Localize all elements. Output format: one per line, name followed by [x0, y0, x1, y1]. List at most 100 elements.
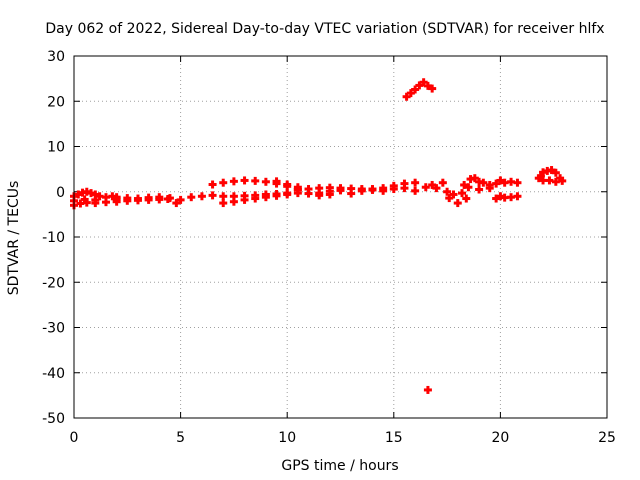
data-point	[176, 195, 185, 204]
data-point	[261, 177, 270, 186]
data-point	[453, 199, 462, 208]
data-point	[251, 176, 260, 185]
grid-lines	[74, 56, 607, 418]
x-tick-label: 25	[598, 430, 616, 446]
data-point	[423, 81, 432, 90]
data-point	[272, 177, 281, 186]
data-point	[438, 178, 447, 187]
data-point	[462, 194, 471, 203]
plot-frame	[73, 55, 608, 419]
data-point	[197, 192, 206, 201]
data-point	[74, 190, 83, 199]
data-point	[485, 184, 494, 193]
data-point	[421, 183, 430, 192]
data-point	[240, 176, 249, 185]
data-point	[112, 194, 121, 203]
data-point	[513, 192, 522, 201]
data-point	[101, 198, 110, 207]
data-point	[357, 186, 366, 195]
data-point	[155, 193, 164, 202]
x-tick-label: 5	[176, 430, 185, 446]
data-point	[229, 197, 238, 206]
data-point	[304, 189, 313, 198]
data-point	[419, 78, 428, 87]
data-point	[315, 191, 324, 200]
y-tick-label: -50	[42, 411, 65, 427]
data-point	[187, 193, 196, 202]
y-tick-label: -30	[42, 321, 65, 337]
y-tick-label: -40	[42, 366, 65, 382]
data-point	[379, 186, 388, 195]
data-point	[208, 191, 217, 200]
x-tick-label: 10	[278, 430, 296, 446]
data-point	[208, 180, 217, 189]
data-point	[496, 176, 505, 185]
chart-title: Day 062 of 2022, Sidereal Day-to-day VTE…	[45, 21, 604, 37]
data-point	[411, 186, 420, 195]
axis-ticks: 0 5 10 15 20 25 -50 -40 -30 -20 -10 0 10 20 30	[42, 49, 616, 446]
data-point	[492, 194, 501, 203]
data-point	[283, 180, 292, 189]
data-point	[347, 189, 356, 198]
data-point	[325, 190, 334, 199]
y-tick-label: 0	[56, 185, 65, 201]
data-points	[70, 78, 567, 394]
data-point	[492, 179, 501, 188]
y-tick-label: 30	[47, 49, 65, 65]
data-point	[219, 178, 228, 187]
data-point	[219, 192, 228, 201]
data-point	[261, 193, 270, 202]
data-point	[91, 195, 100, 204]
data-point	[229, 177, 238, 186]
data-point	[423, 385, 432, 394]
data-point	[293, 183, 302, 192]
data-point	[336, 186, 345, 195]
data-point	[283, 190, 292, 199]
data-point	[470, 174, 479, 183]
y-tick-label: 10	[47, 140, 65, 156]
data-point	[219, 199, 228, 208]
data-point	[475, 185, 484, 194]
data-point	[428, 84, 437, 93]
data-point	[534, 174, 543, 183]
data-point	[445, 194, 454, 203]
y-axis-label: SDTVAR / TECUs	[6, 181, 22, 296]
data-point	[368, 185, 377, 194]
data-point	[406, 89, 415, 98]
data-point	[551, 168, 560, 177]
y-tick-label: -20	[42, 275, 65, 291]
y-tick-label: 20	[47, 94, 65, 110]
data-point	[165, 194, 174, 203]
data-point	[411, 85, 420, 94]
data-point	[415, 81, 424, 90]
data-point	[80, 195, 89, 204]
data-point	[458, 189, 467, 198]
x-axis-label: GPS time / hours	[281, 458, 398, 474]
data-point	[428, 180, 437, 189]
data-point	[460, 180, 469, 189]
data-point	[464, 183, 473, 192]
y-tick-label: -10	[42, 230, 65, 246]
data-point	[240, 195, 249, 204]
data-point	[251, 194, 260, 203]
data-point	[547, 166, 556, 175]
data-point	[389, 185, 398, 194]
data-point	[123, 194, 132, 203]
data-point	[432, 184, 441, 193]
x-tick-label: 20	[491, 430, 509, 446]
x-tick-label: 0	[70, 430, 79, 446]
data-point	[172, 199, 181, 208]
data-point	[513, 178, 522, 187]
data-point	[144, 193, 153, 202]
data-point	[411, 178, 420, 187]
data-point	[400, 184, 409, 193]
data-point	[443, 187, 452, 196]
data-point	[133, 194, 142, 203]
data-point	[479, 178, 488, 187]
data-point	[449, 190, 458, 199]
data-point	[272, 191, 281, 200]
data-point	[402, 92, 411, 101]
x-tick-label: 15	[385, 430, 403, 446]
data-point	[551, 177, 560, 186]
